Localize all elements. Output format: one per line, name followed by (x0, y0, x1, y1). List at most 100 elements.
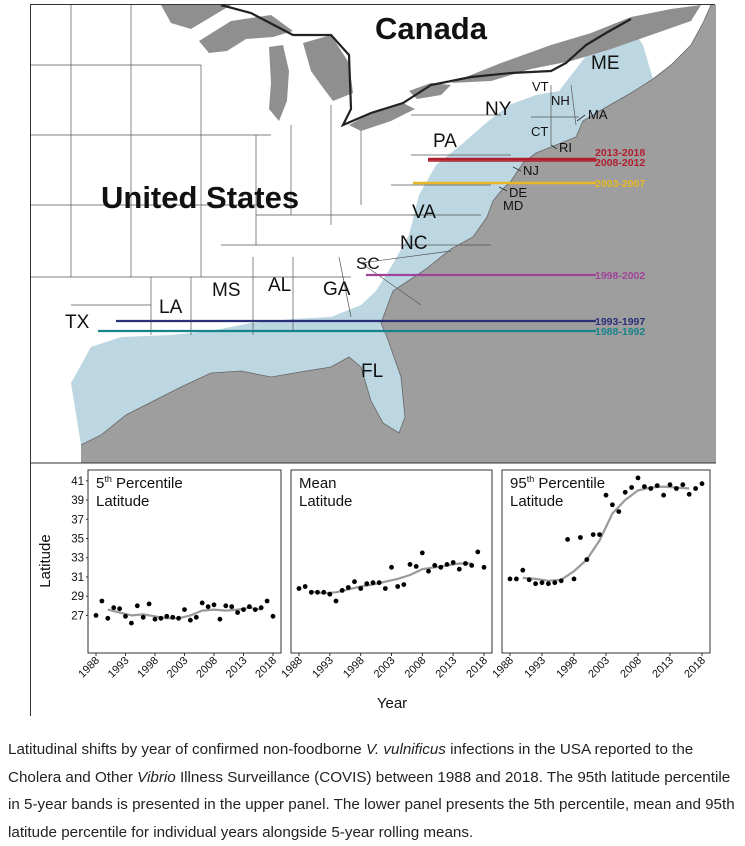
data-point (680, 482, 686, 488)
data-point (146, 601, 152, 607)
data-point (419, 550, 425, 556)
data-point (654, 483, 660, 488)
data-point (134, 603, 140, 609)
data-point (674, 486, 679, 491)
data-point (211, 602, 217, 608)
data-point (199, 600, 205, 606)
data-point (333, 598, 339, 604)
data-point (241, 607, 246, 612)
rolling-mean-line (107, 606, 262, 620)
band-label-2008-2012: 2008-2012 (595, 157, 645, 169)
chart-title-line2: Latitude (299, 493, 352, 510)
chart-title-line2: Latitude (510, 493, 563, 510)
lake-huron (303, 35, 353, 101)
data-point (358, 586, 364, 591)
data-point (395, 584, 401, 589)
border-line (220, 5, 632, 128)
data-point (533, 581, 538, 587)
y-tick-label: 37 (71, 514, 84, 526)
data-point (413, 564, 419, 569)
caption-text-2: infections in the USA reported to the Ch… (8, 741, 694, 786)
state-label-va: VA (412, 202, 436, 223)
data-point (693, 486, 698, 491)
state-label-ga: GA (323, 279, 351, 300)
data-point (578, 535, 583, 540)
lake-superior (199, 15, 293, 53)
data-point (597, 532, 602, 537)
data-point (302, 584, 308, 589)
data-point (93, 613, 99, 618)
coastal-band (71, 27, 653, 445)
data-point (642, 484, 647, 489)
st-lawrence (451, 5, 701, 83)
data-point (352, 579, 357, 585)
data-point (247, 604, 252, 610)
data-point (629, 485, 634, 490)
data-point (635, 475, 641, 481)
state-label-ny: NY (485, 99, 512, 120)
data-point (217, 616, 223, 622)
data-point (264, 598, 270, 604)
data-point (105, 615, 111, 621)
state-label-nc: NC (400, 233, 427, 254)
caption-text-1: Latitudinal shifts by year of confirmed … (8, 741, 366, 758)
data-point (270, 613, 276, 619)
data-point (205, 604, 211, 610)
state-label-nh: NH (551, 93, 570, 108)
data-point (152, 616, 158, 622)
data-point (546, 581, 551, 587)
data-point (648, 486, 654, 491)
state-label-ri: RI (559, 140, 572, 155)
label-canada: Canada (375, 11, 488, 46)
data-point (99, 598, 105, 604)
data-point (117, 606, 122, 612)
data-point (565, 537, 570, 542)
data-point (188, 617, 193, 623)
y-tick-label: 27 (71, 610, 84, 622)
state-label-pa: PA (433, 131, 457, 152)
data-point (229, 604, 235, 610)
state-label-md: MD (503, 198, 523, 213)
data-point (526, 577, 532, 583)
caption-genus: Vibrio (137, 768, 176, 786)
data-point (514, 576, 519, 582)
data-point (176, 615, 182, 621)
lake-michigan (269, 45, 289, 121)
data-point (235, 610, 241, 615)
figure-caption: Latitudinal shifts by year of confirmed … (8, 736, 743, 846)
data-point (389, 564, 394, 570)
state-label-ma: MA (588, 107, 608, 122)
caption-text-3: Illness Surveillance (COVIS) between 198… (8, 768, 735, 841)
data-point (622, 489, 628, 495)
data-point (123, 613, 128, 619)
rolling-mean-line (311, 562, 472, 595)
y-tick-label: 29 (71, 591, 84, 603)
y-tick-label: 41 (71, 476, 84, 488)
chart-panel: Latitude Year 5th Percentile Latitude 27 29… (31, 462, 716, 717)
data-point (339, 588, 345, 593)
data-point (382, 586, 388, 591)
data-point (407, 562, 413, 567)
state-label-nj: NJ (523, 163, 539, 178)
data-point (170, 614, 176, 620)
ocean (81, 5, 716, 463)
data-point (552, 580, 558, 586)
leader-lines (498, 114, 586, 192)
chart-title-line1: 5th Percentile (96, 474, 183, 492)
data-point (296, 586, 302, 591)
band-label-1993-1997: 1993-1997 (595, 316, 645, 328)
data-point (182, 607, 187, 612)
caption-species: V. vulnificus (365, 741, 446, 758)
state-label-sc: SC (356, 254, 380, 273)
band-label-2013-2018: 2013-2018 (595, 147, 645, 159)
state-lines (31, 5, 579, 335)
data-point (315, 589, 320, 595)
x-axis-label: Year (377, 695, 407, 712)
data-point (432, 563, 438, 568)
data-point (252, 607, 258, 612)
chart-frame (501, 469, 711, 654)
chart-title-line1: Mean (299, 475, 337, 492)
state-label-me: ME (591, 53, 620, 74)
